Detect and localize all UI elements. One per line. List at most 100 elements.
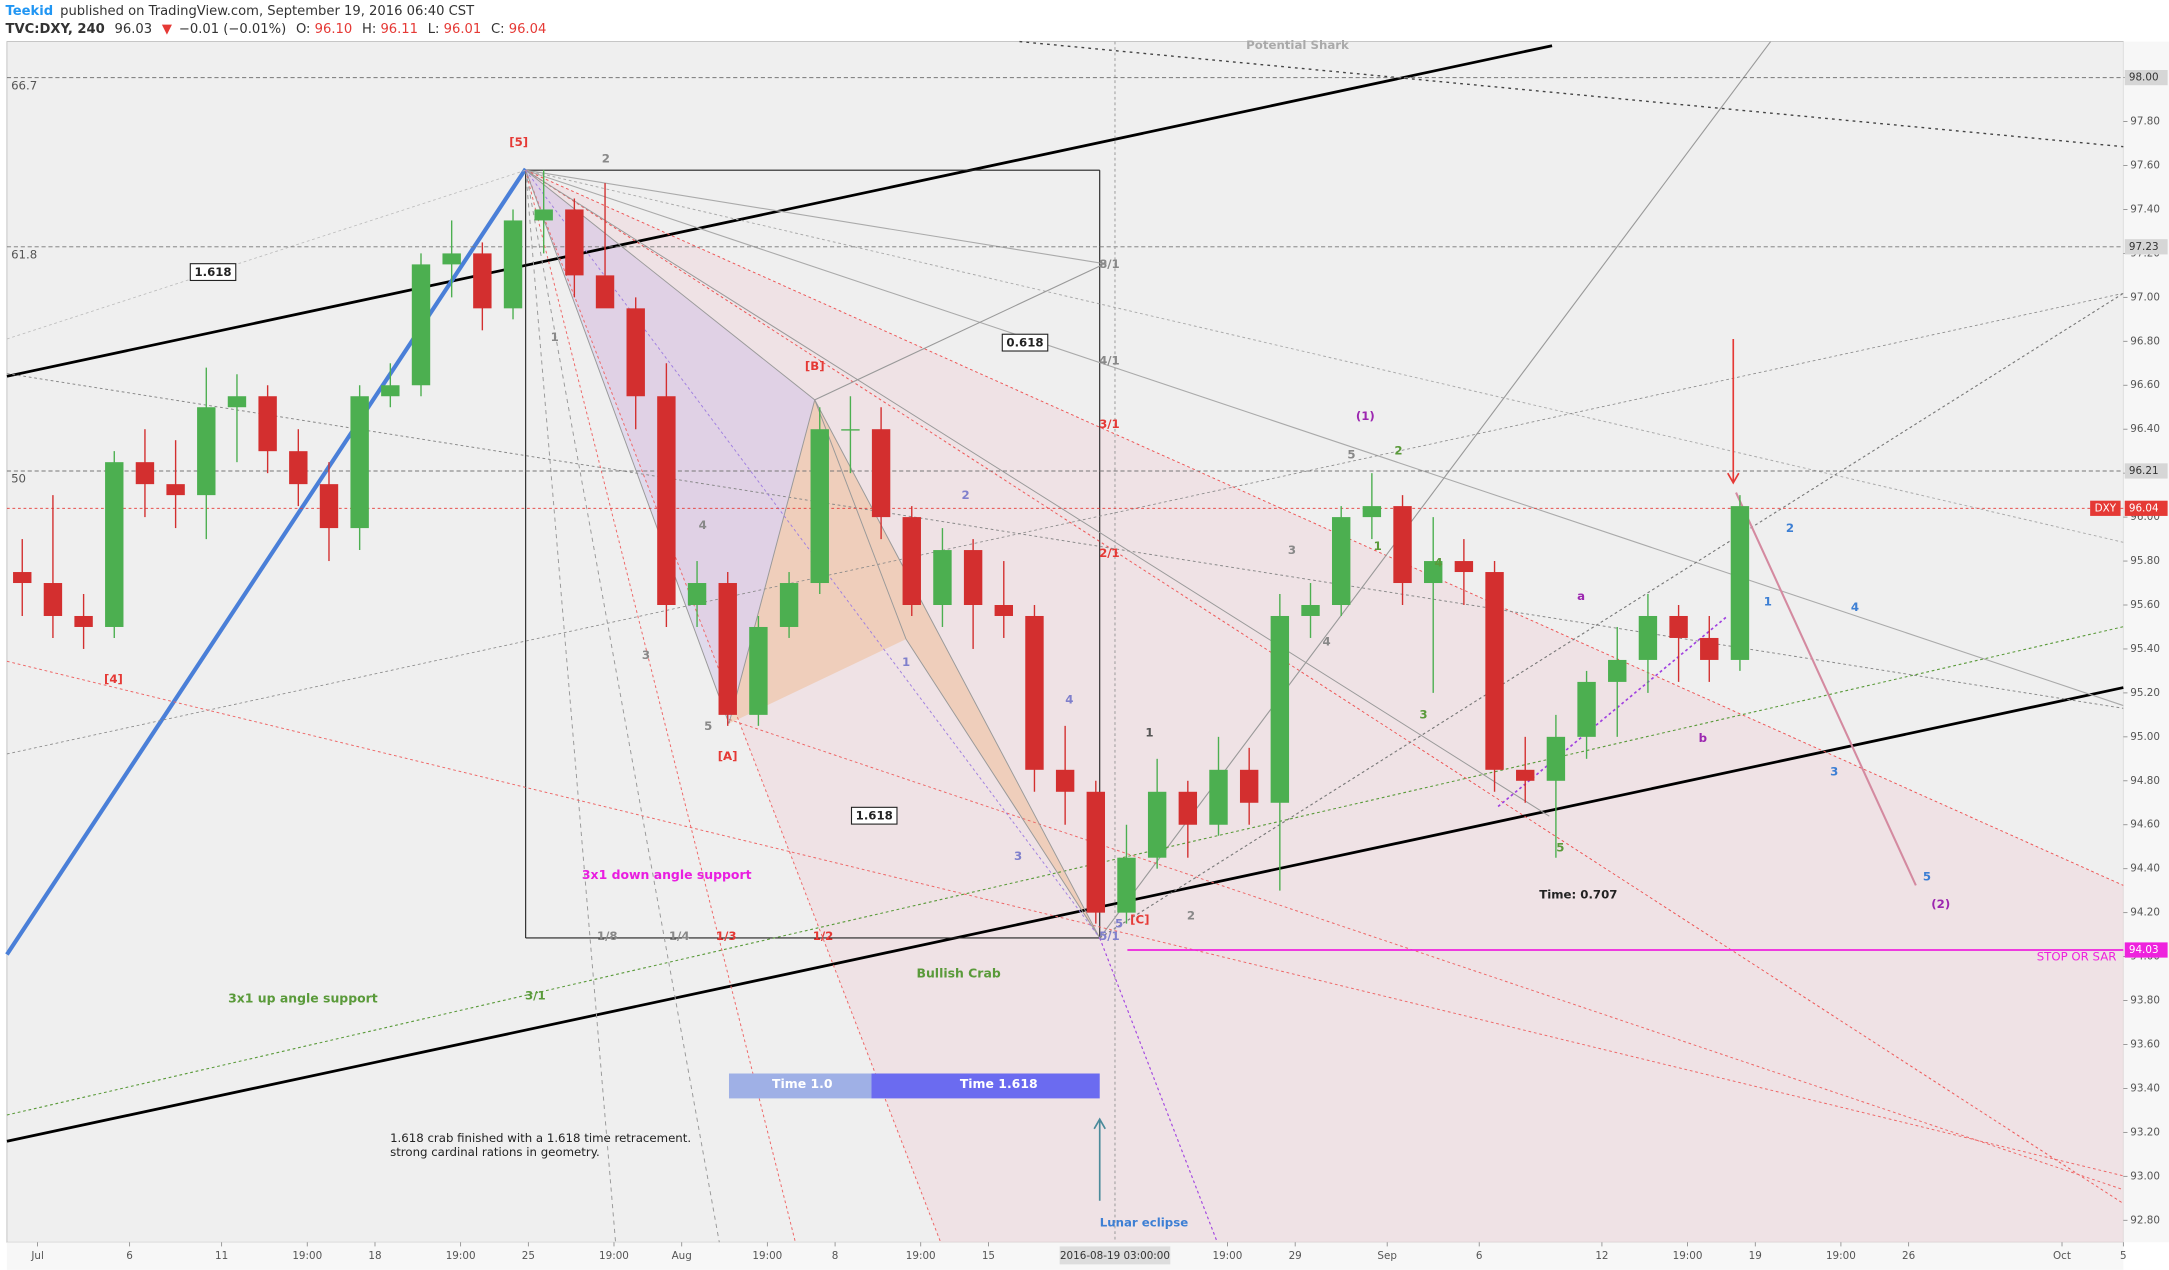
y-tick-label: 95.40 (2130, 643, 2160, 655)
x-tick-label: 29 (1289, 1250, 1302, 1262)
drawing-line (6, 686, 2124, 1143)
annotation: 2/1 (1099, 546, 1120, 560)
arrow-head (1727, 472, 1740, 485)
header-line: Teekid published on TradingView.com, Sep… (6, 4, 476, 19)
open-label: O: (296, 22, 311, 37)
y-tick-label: 92.80 (2130, 1214, 2160, 1226)
annotation: Time 1.618 (960, 1076, 1038, 1091)
price-tag-box (2124, 463, 2168, 479)
legend-line: TVC:DXY, 240 96.03 ▼ −0.01 (−0.01%) O: 9… (6, 22, 547, 37)
annotation: 3 (1288, 543, 1296, 557)
overlay: Potential Shark [5] 2 1.618 0.618 [B] 8/1 4/1 3/… (104, 38, 2116, 1229)
drawing-line (814, 262, 1107, 401)
crosshair-label: 2016-08-19 03:00:00 (1060, 1250, 1170, 1262)
x-tick-label: Oct (2053, 1250, 2071, 1262)
annotation: 5 (704, 719, 712, 733)
annotation: 3 (1419, 708, 1427, 722)
drawing-line (1019, 40, 2124, 148)
drawing-line (5, 167, 528, 956)
price-tag-box (2124, 500, 2168, 516)
y-tick-label: 93.60 (2130, 1038, 2160, 1050)
annotation: 1.618 (856, 809, 893, 823)
annotation: 5 (1556, 841, 1564, 855)
annotation: 3 (642, 648, 650, 662)
annotation: b (1699, 731, 1707, 745)
fib-label: 66.7 (11, 78, 37, 92)
drawing-line (525, 169, 2124, 707)
drawing-line (6, 292, 2124, 755)
x-tick-label: 8 (832, 1250, 839, 1262)
annotation: strong cardinal rations in geometry. (390, 1145, 600, 1159)
candle-body (1086, 791, 1106, 913)
annotation: Bullish Crab (916, 965, 1000, 980)
candle-body (1178, 791, 1198, 825)
x-tick-label: 5 (2120, 1250, 2127, 1262)
x-tick-label: 19:00 (752, 1250, 782, 1262)
annotation: 2 (1187, 908, 1195, 922)
annotation: 3 (1014, 849, 1022, 863)
price-tag-box (2124, 942, 2168, 958)
candle-body (1669, 615, 1688, 638)
annotation-box (189, 263, 237, 282)
x-tick-label: 18 (368, 1250, 381, 1262)
x-tick-label: 6 (126, 1250, 133, 1262)
candle-body (105, 462, 124, 627)
candle-body (1239, 769, 1259, 803)
annotation: 1/8 (597, 929, 618, 943)
x-tick-label: 6 (1476, 1250, 1483, 1262)
candle-body (503, 220, 523, 309)
annotation: [4] (104, 672, 123, 686)
plot-area (6, 41, 2124, 1243)
candle-body (841, 429, 860, 431)
candles (13, 169, 1750, 924)
y-tick-label: 94.40 (2130, 863, 2160, 875)
candle-body (74, 615, 93, 627)
candle-body (43, 583, 63, 616)
annotation: 4 (1065, 693, 1073, 707)
annotation: 1 (1145, 726, 1153, 740)
x-tick-label: Jul (30, 1250, 44, 1262)
annotation: 3/1 (525, 989, 546, 1003)
x-tick-label: 19 (1749, 1250, 1762, 1262)
x-tick-label: 19:00 (1213, 1250, 1243, 1262)
annotation: (1) (1356, 409, 1375, 423)
y-tick-label: 95.00 (2130, 731, 2160, 743)
candle-body (442, 253, 461, 265)
x-tick-label: 19:00 (446, 1250, 476, 1262)
change: −0.01 (−0.01%) (179, 22, 286, 37)
candle-body (135, 462, 155, 485)
candle-body (871, 429, 891, 518)
annotation: 2 (602, 152, 610, 166)
y-tick-label: 96.60 (2130, 379, 2160, 391)
annotation: 5/1 (1099, 929, 1120, 943)
candle-body (1454, 561, 1474, 573)
open-value: 96.10 (315, 22, 353, 37)
y-tick-label: 94.80 (2130, 775, 2160, 787)
annotation: 3x1 down angle support (582, 867, 752, 882)
arrow-head (1093, 1117, 1106, 1130)
candle-body (227, 396, 247, 408)
drawing-line (525, 169, 2124, 886)
drawing-line (814, 399, 1101, 939)
annotation: 2 (961, 488, 969, 502)
candle-body (565, 209, 584, 276)
candle-body (994, 604, 1013, 616)
x-tick-label: Aug (672, 1250, 692, 1262)
change-arrow: ▼ (162, 22, 173, 37)
high-label: H: (362, 22, 376, 37)
price-tag: 94.03 (2129, 944, 2159, 956)
candle-body (1638, 615, 1658, 660)
annotation: 4 (699, 518, 707, 532)
candle-body (718, 583, 737, 715)
drawing-line (6, 626, 2124, 1116)
drawing-line (1099, 937, 1218, 1243)
time-box (728, 1073, 872, 1099)
candle-body (657, 396, 676, 605)
x-tick-label: Sep (1377, 1250, 1397, 1262)
symbol-tag: DXY (2095, 502, 2117, 514)
drawing-line (525, 169, 2124, 1204)
y-tick-label: 97.60 (2130, 160, 2160, 172)
axes: 92.8093.0093.2093.4093.6093.8094.0094.20… (30, 69, 2168, 1265)
annotation: 3x1 up angle support (228, 990, 378, 1005)
drawing-line (728, 718, 2124, 1191)
